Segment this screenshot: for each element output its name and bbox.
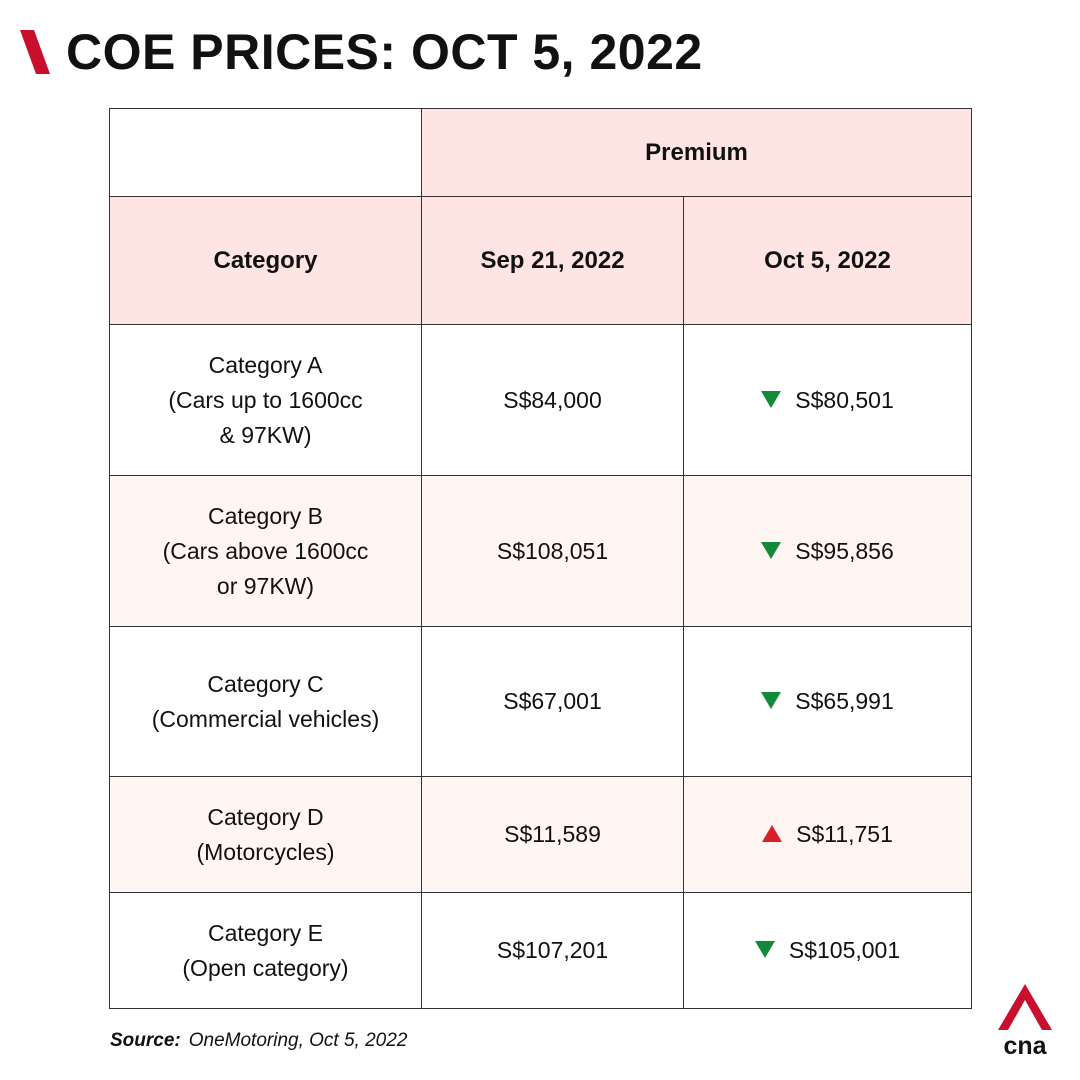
category-description: & 97KW) <box>219 421 312 448</box>
category-description: (Motorcycles) <box>196 838 335 865</box>
previous-price-cell: S$107,201 <box>421 892 684 1009</box>
source-label: Source: <box>110 1030 181 1051</box>
triangle-down-icon <box>761 390 782 408</box>
category-name: Category D <box>207 803 324 830</box>
current-price: S$65,991 <box>795 688 894 714</box>
page-title: COE PRICES: OCT 5, 2022 <box>66 24 703 80</box>
current-price: S$80,501 <box>795 386 894 413</box>
category-description: (Commercial vehicles) <box>151 705 380 732</box>
category-description: or 97KW) <box>216 572 315 599</box>
category-cell: Category C (Commercial vehicles) <box>109 626 422 777</box>
current-price-cell: S$105,001 <box>682 892 973 1009</box>
coe-price-table: Premium Category Sep 21, 2022 Oct 5, 202… <box>109 108 973 1009</box>
cna-logo-icon: cna <box>998 984 1052 1058</box>
category-description: (Cars up to 1600cc <box>168 386 363 413</box>
category-name: Category A <box>208 351 323 378</box>
table-header-row: Category Sep 21, 2022 Oct 5, 2022 <box>109 196 973 325</box>
table-header-group-row: Premium <box>109 108 973 197</box>
previous-price-cell: S$84,000 <box>421 324 684 476</box>
category-description: (Cars above 1600cc <box>162 537 369 564</box>
current-date-column-header: Oct 5, 2022 <box>682 196 973 325</box>
category-description: (Open category) <box>182 954 349 981</box>
category-cell: Category E (Open category) <box>109 892 422 1009</box>
category-name: Category C <box>207 670 324 697</box>
category-name: Category B <box>207 502 324 529</box>
current-price-cell: S$65,991 <box>682 626 973 777</box>
previous-price-cell: S$108,051 <box>421 475 684 627</box>
category-cell: Category A (Cars up to 1600cc & 97KW) <box>109 324 422 476</box>
current-price-cell: S$11,751 <box>682 776 973 893</box>
previous-price-cell: S$11,589 <box>421 776 684 893</box>
table-row: Category B (Cars above 1600cc or 97KW) S… <box>109 475 973 627</box>
previous-date-column-header: Sep 21, 2022 <box>421 196 684 325</box>
premium-header: Premium <box>420 108 973 197</box>
category-name: Category E <box>207 919 324 946</box>
header-blank-cell <box>109 108 422 197</box>
triangle-down-icon <box>761 692 782 710</box>
triangle-down-icon <box>761 541 782 559</box>
table-row: Category A (Cars up to 1600cc & 97KW) S$… <box>109 324 973 476</box>
current-price: S$95,856 <box>795 537 894 564</box>
category-cell: Category B (Cars above 1600cc or 97KW) <box>109 475 422 627</box>
table-row: Category D (Motorcycles) S$11,589 S$11,7… <box>109 776 973 893</box>
source-text: OneMotoring, Oct 5, 2022 <box>188 1030 408 1051</box>
previous-price-cell: S$67,001 <box>421 626 684 777</box>
triangle-up-icon <box>762 825 783 843</box>
current-price-cell: S$80,501 <box>682 324 973 476</box>
table-row: Category C (Commercial vehicles) S$67,00… <box>109 626 973 777</box>
title-row: COE PRICES: OCT 5, 2022 <box>18 22 703 82</box>
slash-accent-icon <box>20 30 50 74</box>
category-column-header: Category <box>109 196 422 325</box>
current-price: S$11,751 <box>796 821 893 847</box>
table-row: Category E (Open category) S$107,201 S$1… <box>109 892 973 1009</box>
current-price: S$105,001 <box>788 937 901 963</box>
current-price-cell: S$95,856 <box>682 475 973 627</box>
category-cell: Category D (Motorcycles) <box>109 776 422 893</box>
logo-text: cna <box>1003 1032 1047 1058</box>
source-note: Source: OneMotoring, Oct 5, 2022 <box>110 1030 407 1052</box>
triangle-down-icon <box>754 941 775 959</box>
